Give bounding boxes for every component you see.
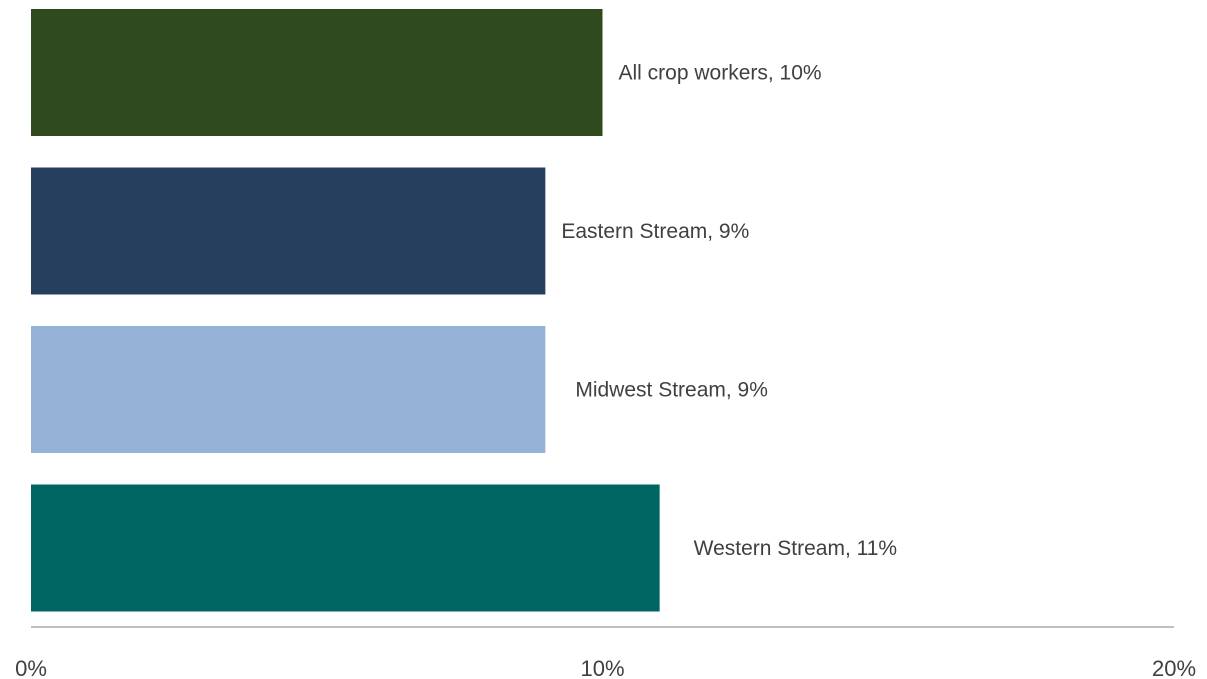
x-axis-ticks: 0% 10% 20% (15, 656, 1196, 679)
bar-data-label: All crop workers, 10% (619, 62, 822, 85)
bar (31, 484, 660, 612)
bar (31, 326, 546, 453)
x-tick-label: 0% (15, 656, 47, 679)
bar-labels-group: All crop workers, 10% Eastern Stream, 9% M… (561, 62, 897, 561)
x-tick-label: 10% (580, 656, 624, 679)
bar-data-label: Eastern Stream, 9% (561, 220, 749, 243)
x-tick-label: 20% (1152, 656, 1196, 679)
bar-data-label: Western Stream, 11% (694, 537, 897, 560)
bar (31, 167, 546, 295)
bars-group (31, 9, 660, 612)
bar-data-label: Midwest Stream, 9% (575, 379, 768, 402)
bar (31, 9, 603, 136)
